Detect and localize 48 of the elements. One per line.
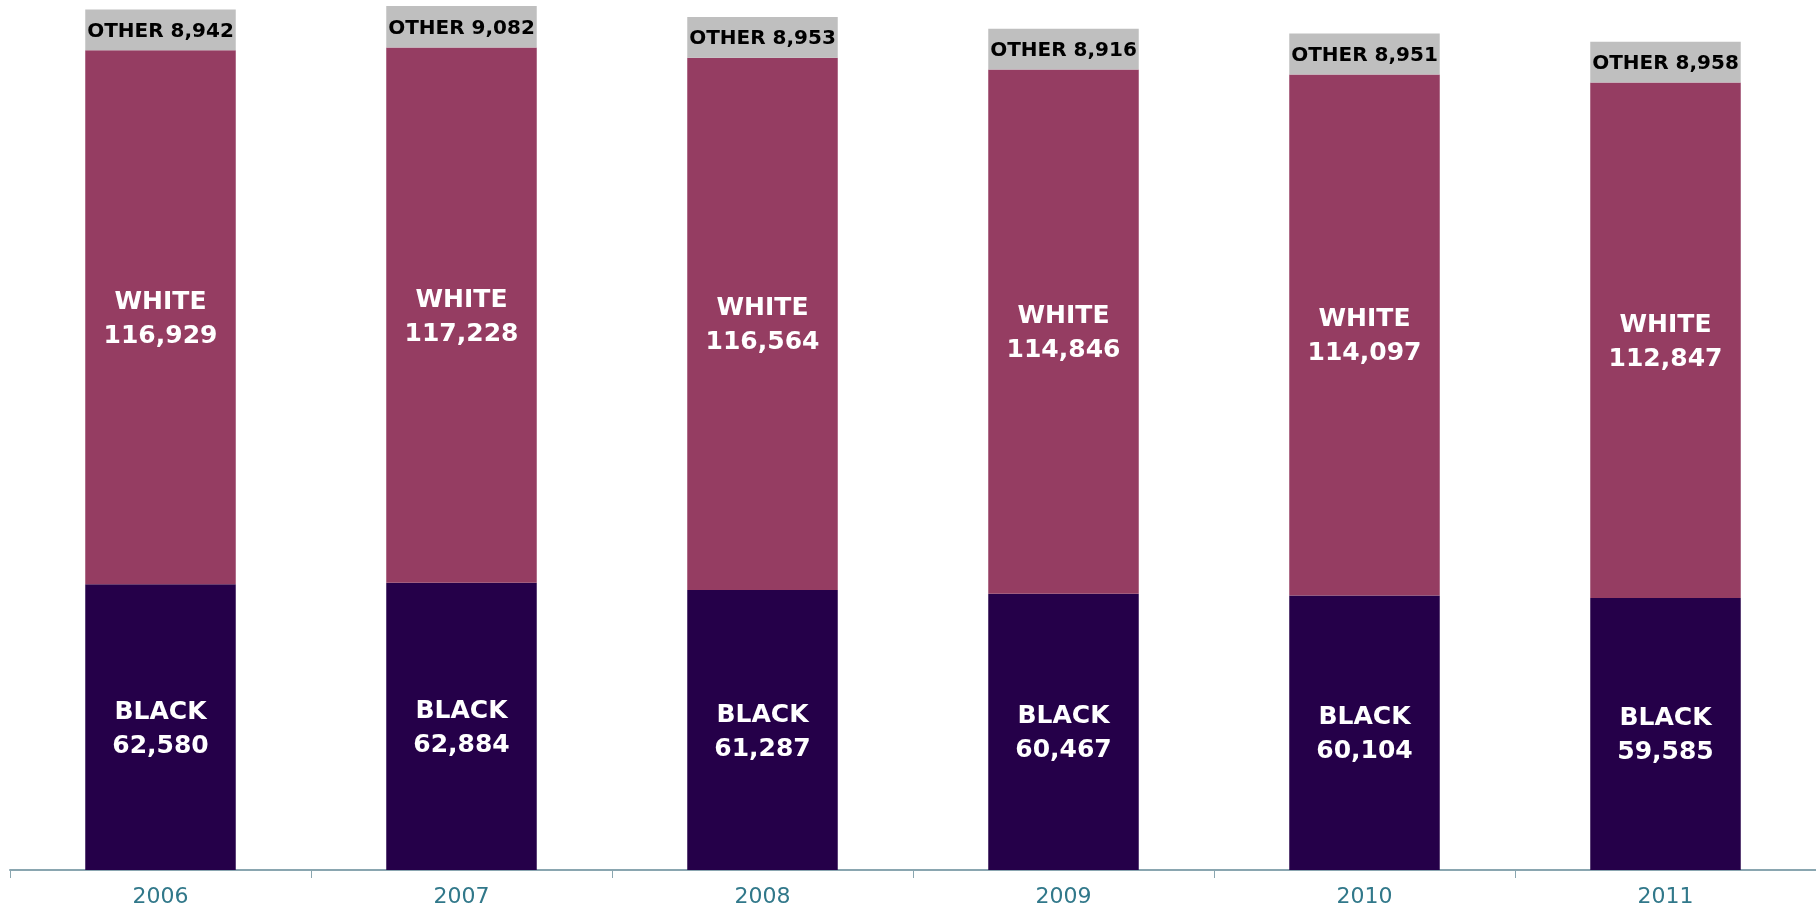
bar <box>1590 597 1741 870</box>
bar <box>687 590 838 870</box>
text: BLACK <box>1619 702 1712 732</box>
x-tick-label: 2011 <box>1637 882 1694 908</box>
data-label: 60,467 <box>1015 734 1112 764</box>
series-label: WHITE <box>415 283 508 313</box>
text: WHITE <box>114 285 207 315</box>
data-label: 116,929 <box>103 319 218 349</box>
series-label: BLACK <box>114 695 209 725</box>
bar <box>85 584 236 870</box>
x-tick-label: 2006 <box>132 882 189 908</box>
text: OTHER 8,953 <box>689 25 836 50</box>
data-label: 114,097 <box>1307 337 1422 367</box>
data-label: 59,585 <box>1617 736 1714 766</box>
bar <box>988 69 1139 594</box>
text: BLACK <box>1318 701 1411 731</box>
data-label: 60,104 <box>1316 735 1413 765</box>
bar <box>1590 82 1741 598</box>
text: WHITE <box>1017 300 1110 330</box>
text: OTHER 8,942 <box>87 17 234 42</box>
x-tick-label: 2008 <box>734 882 791 908</box>
data-label: 62,884 <box>413 728 510 758</box>
data-label: 116,564 <box>705 326 820 356</box>
data-label: 114,846 <box>1006 334 1121 364</box>
text: OTHER 8,958 <box>1592 50 1739 75</box>
text: OTHER 8,951 <box>1291 42 1438 67</box>
bar <box>1289 74 1440 596</box>
text: WHITE <box>716 292 809 322</box>
text: BLACK <box>1017 700 1110 730</box>
bar <box>386 47 537 583</box>
text: WHITE <box>1619 308 1712 338</box>
bar <box>687 57 838 591</box>
x-tick-label: 2010 <box>1336 882 1393 908</box>
bar <box>85 50 236 585</box>
bar <box>1289 595 1440 870</box>
data-label: 62,580 <box>112 729 209 759</box>
text: OTHER 8,916 <box>990 37 1137 62</box>
x-tick-label: 2009 <box>1035 882 1092 908</box>
data-label: 61,287 <box>714 732 811 762</box>
x-tick-label: 2007 <box>433 882 490 908</box>
data-label: 117,228 <box>404 317 519 347</box>
text: WHITE <box>1318 303 1411 333</box>
bar <box>988 593 1139 870</box>
text: BLACK <box>716 698 809 728</box>
text: OTHER 9,082 <box>388 14 535 39</box>
bar <box>386 582 537 870</box>
data-label: 112,847 <box>1608 342 1723 372</box>
text: BLACK <box>415 694 508 724</box>
